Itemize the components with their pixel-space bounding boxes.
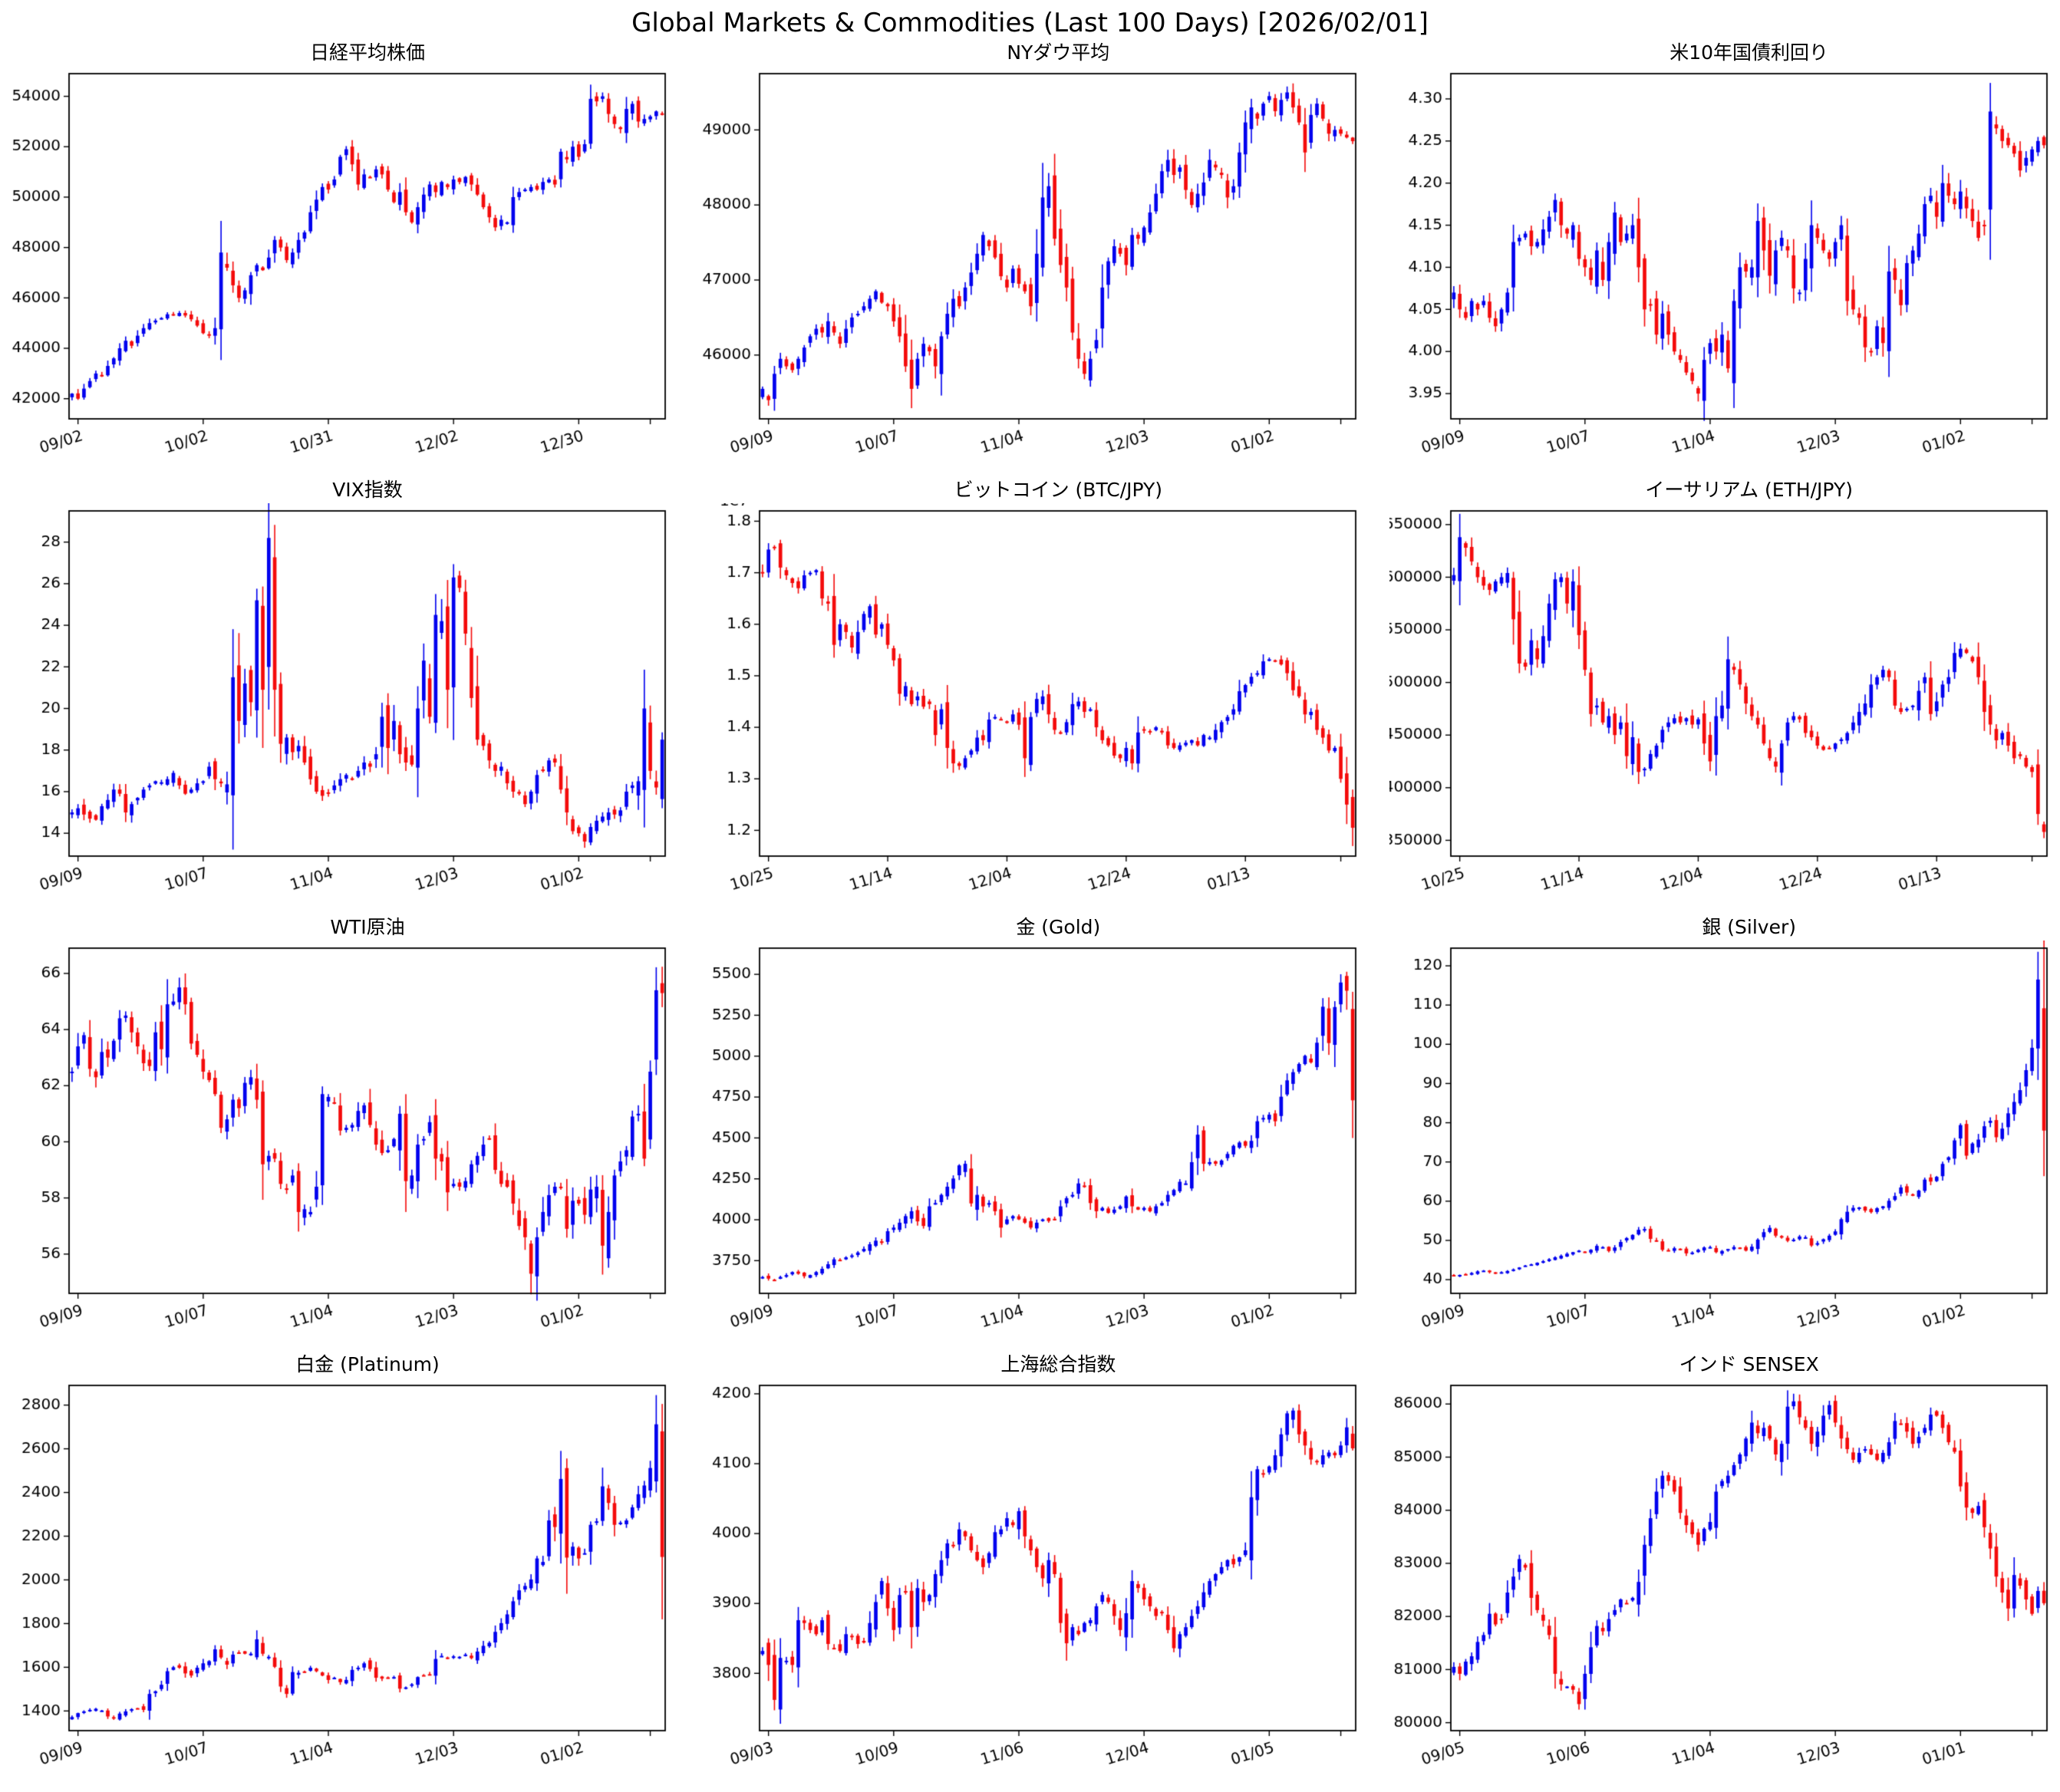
chart-cell-gold: 金 (Gold) bbox=[698, 914, 1362, 1346]
eth-jpy-candlestick-canvas bbox=[1389, 503, 2052, 908]
sensex-candlestick-canvas bbox=[1389, 1378, 2052, 1783]
chart-cell-platinum: 白金 (Platinum) bbox=[8, 1352, 671, 1783]
chart-cell-silver: 銀 (Silver) bbox=[1389, 914, 2052, 1346]
chart-title-shanghai: 上海総合指数 bbox=[1000, 1353, 1116, 1375]
chart-cell-shanghai: 上海総合指数 bbox=[698, 1352, 1362, 1783]
shanghai-candlestick-canvas bbox=[698, 1378, 1362, 1783]
chart-title-us10y-yield: 米10年国債利回り bbox=[1669, 41, 1829, 64]
chart-cell-btc-jpy: ビットコイン (BTC/JPY) bbox=[698, 477, 1362, 908]
btc-jpy-candlestick-canvas bbox=[698, 503, 1362, 908]
us10y-yield-candlestick-canvas bbox=[1389, 66, 2052, 471]
chart-title-gold: 金 (Gold) bbox=[1016, 916, 1101, 938]
silver-candlestick-canvas bbox=[1389, 940, 2052, 1346]
chart-title-sensex: インド SENSEX bbox=[1679, 1353, 1819, 1375]
chart-cell-eth-jpy: イーサリアム (ETH/JPY) bbox=[1389, 477, 2052, 908]
vix-candlestick-canvas bbox=[8, 503, 671, 908]
chart-cell-wti: WTI原油 bbox=[8, 914, 671, 1346]
chart-title-silver: 銀 (Silver) bbox=[1702, 916, 1796, 938]
chart-cell-us10y-yield: 米10年国債利回り bbox=[1389, 40, 2052, 471]
gold-candlestick-canvas bbox=[698, 940, 1362, 1346]
chart-title-btc-jpy: ビットコイン (BTC/JPY) bbox=[954, 479, 1163, 501]
chart-grid: 日経平均株価 NYダウ平均 米10年国債利回り VIX指数 ビットコイン (BT… bbox=[0, 40, 2060, 1783]
chart-title-nikkei: 日経平均株価 bbox=[309, 41, 425, 64]
chart-title-eth-jpy: イーサリアム (ETH/JPY) bbox=[1645, 479, 1853, 501]
chart-title-wti: WTI原油 bbox=[330, 916, 405, 938]
dow-candlestick-canvas bbox=[698, 66, 1362, 471]
wti-candlestick-canvas bbox=[8, 940, 671, 1346]
chart-title-dow: NYダウ平均 bbox=[1007, 41, 1110, 64]
chart-cell-dow: NYダウ平均 bbox=[698, 40, 1362, 471]
chart-cell-sensex: インド SENSEX bbox=[1389, 1352, 2052, 1783]
platinum-candlestick-canvas bbox=[8, 1378, 671, 1783]
chart-title-platinum: 白金 (Platinum) bbox=[295, 1353, 440, 1375]
figure-title: Global Markets & Commodities (Last 100 D… bbox=[631, 8, 1429, 38]
chart-cell-nikkei: 日経平均株価 bbox=[8, 40, 671, 471]
chart-cell-vix: VIX指数 bbox=[8, 477, 671, 908]
nikkei-candlestick-canvas bbox=[8, 66, 671, 471]
chart-title-vix: VIX指数 bbox=[332, 479, 403, 501]
